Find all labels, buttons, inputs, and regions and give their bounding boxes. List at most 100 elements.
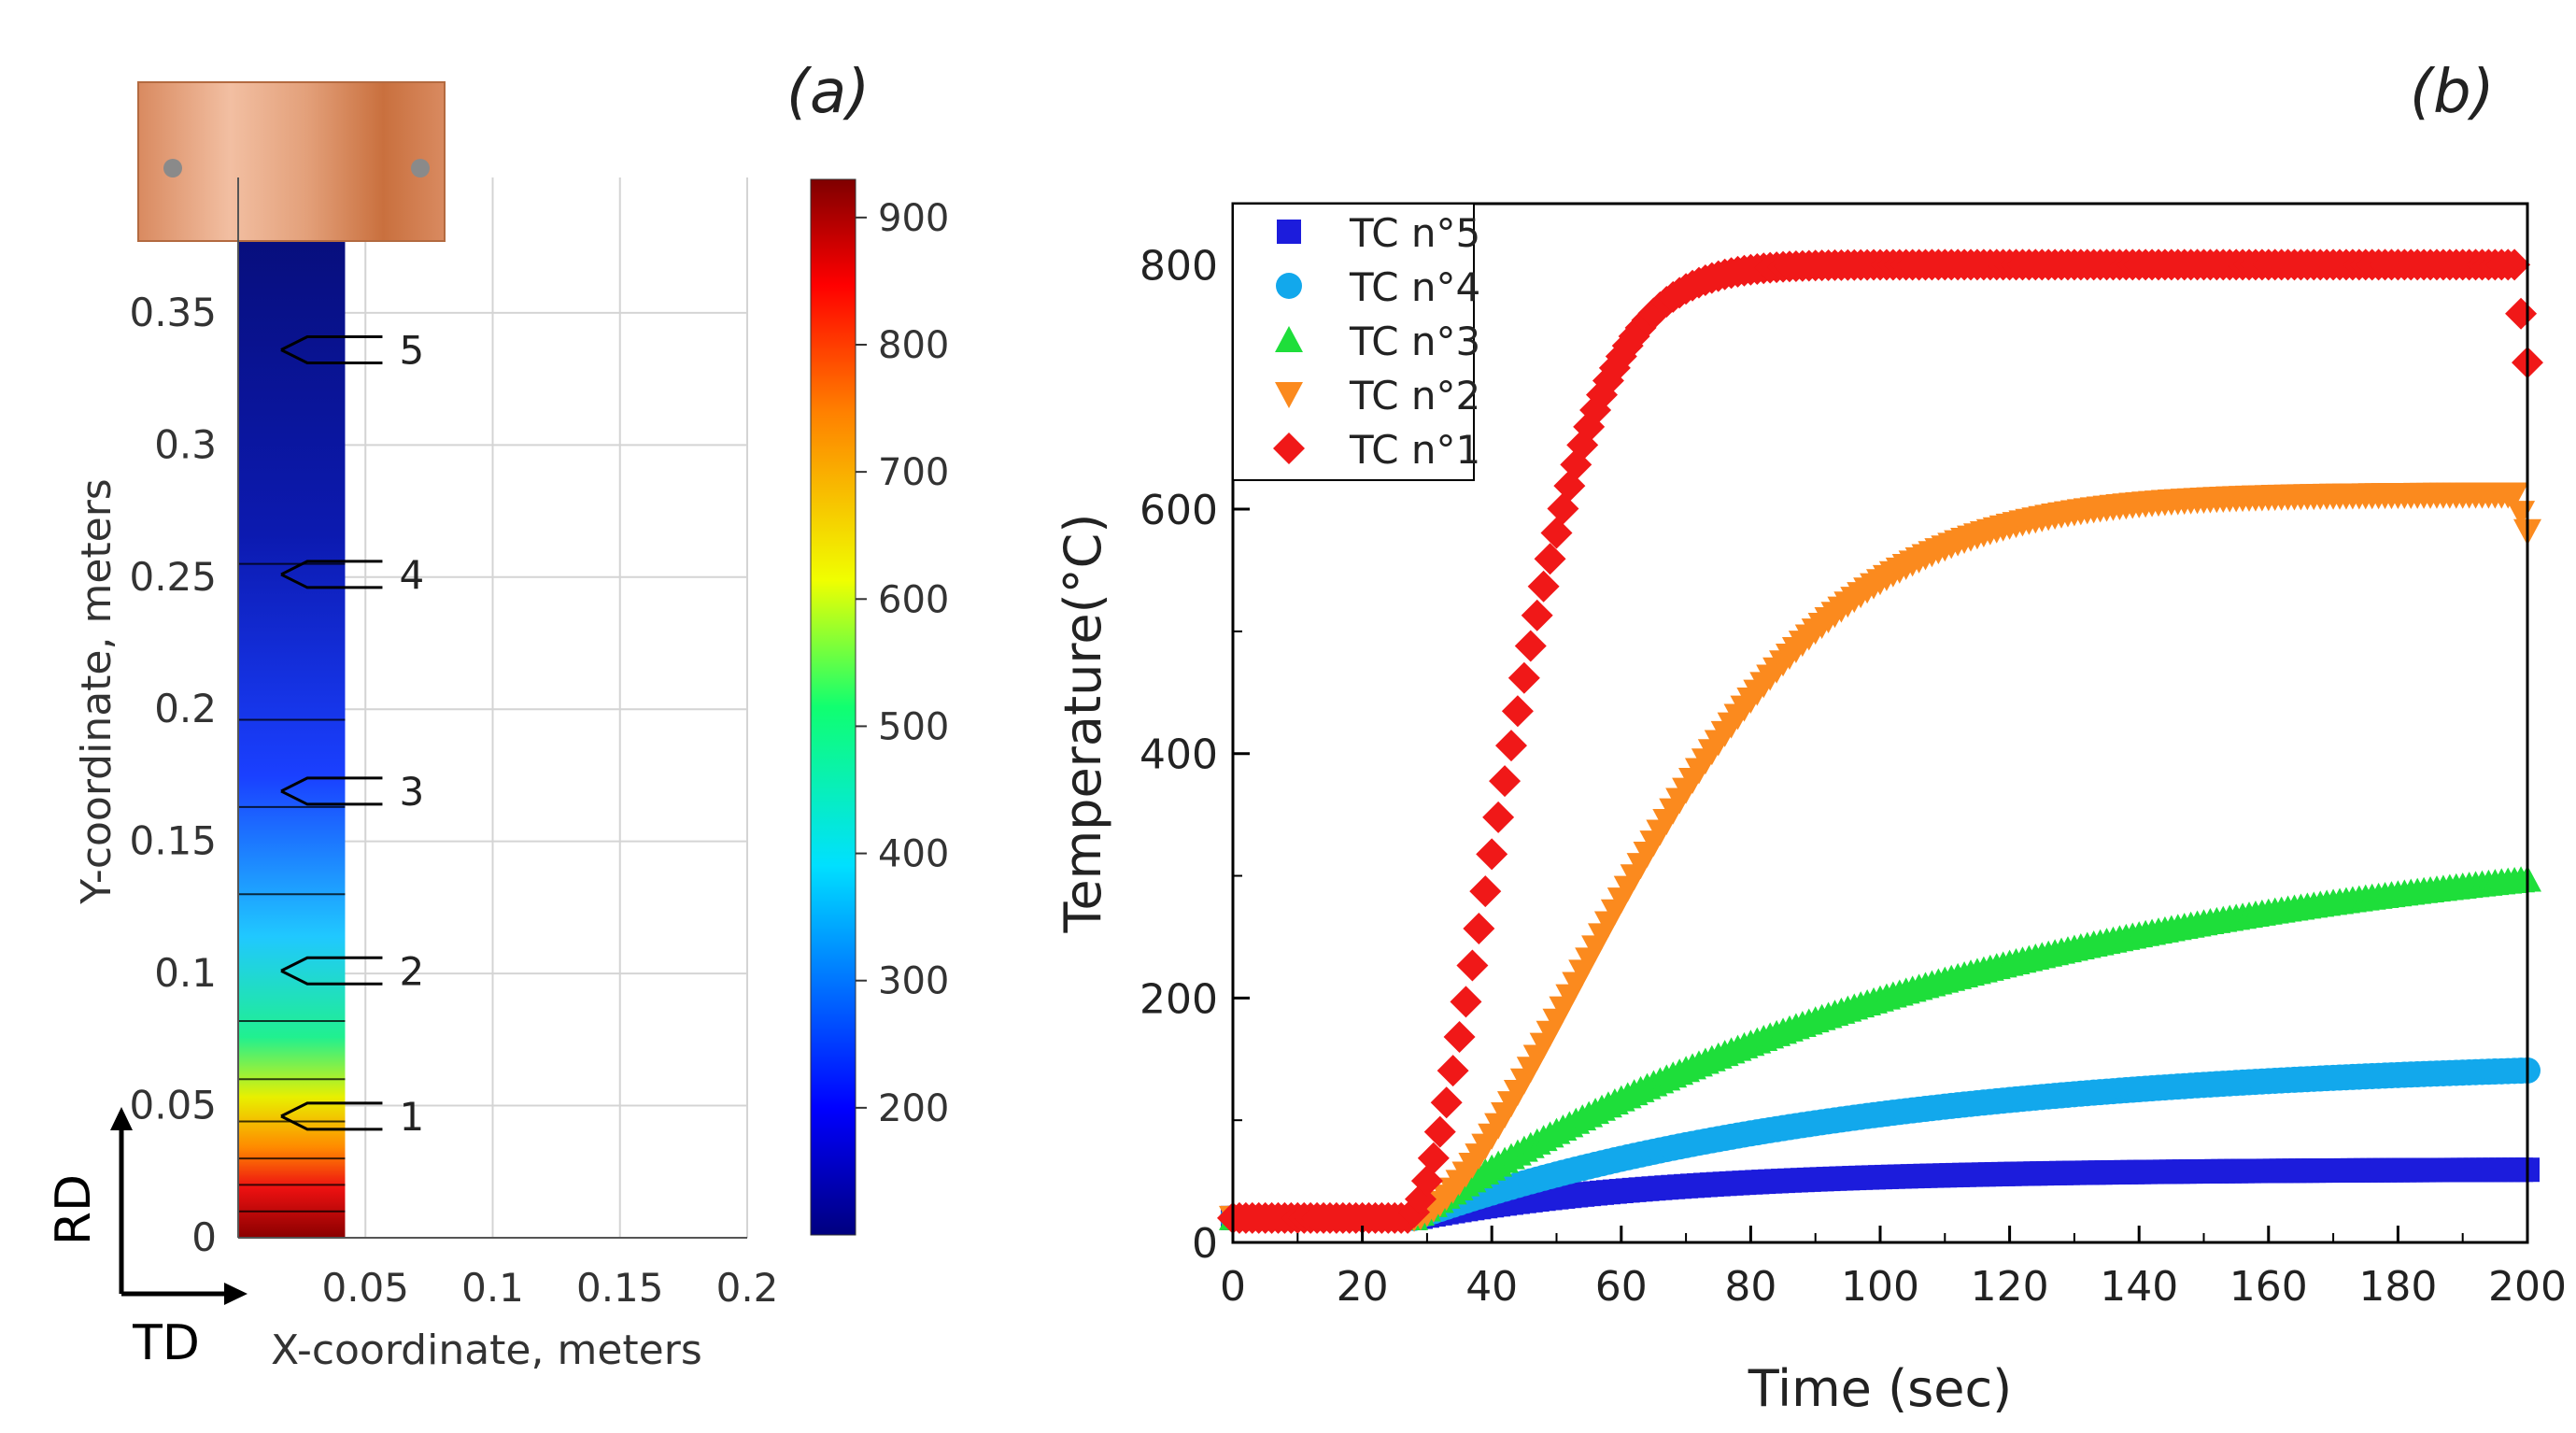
b-y-tick-label: 200 [1139, 975, 1218, 1023]
panel-a-label: (a) [786, 58, 870, 127]
data-point [2498, 248, 2531, 281]
b-x-tick-label: 60 [1595, 1263, 1648, 1311]
a-y-tick-label: 0.1 [154, 950, 217, 996]
b-x-tick-label: 40 [1465, 1263, 1518, 1311]
thermocouple-label: 5 [399, 327, 424, 373]
legend-item: TC n°2 [1275, 373, 1480, 419]
b-x-tick-label: 100 [1841, 1263, 1919, 1311]
legend-marker [1277, 220, 1301, 244]
b-x-tick-label: 80 [1724, 1263, 1776, 1311]
data-point [1456, 949, 1489, 982]
legend-label: TC n°4 [1349, 264, 1480, 310]
thermocouple-label: 2 [399, 948, 424, 994]
thermocouple-label: 3 [399, 769, 424, 815]
colorbar-tick-label: 400 [878, 833, 949, 876]
colorbar-tick-label: 900 [878, 197, 949, 240]
data-point [1540, 517, 1573, 549]
data-point [1410, 1165, 1443, 1198]
panel-b-label: (b) [2410, 58, 2495, 127]
panel-b-scatter: 0 20 40 60 80 100 120 140 160 180 200 0 200 400 600 800… [1054, 202, 2567, 1418]
legend-marker [1273, 433, 1305, 464]
thermocouple-wire [280, 334, 383, 364]
data-point [1489, 765, 1522, 798]
panel-b-xlabel: Time (sec) [1748, 1359, 2013, 1418]
colorbar-tick-label: 500 [878, 705, 949, 748]
a-x-tick-label: 0.2 [716, 1265, 779, 1311]
colorbar [810, 178, 856, 1236]
a-x-tick-label: 0.05 [321, 1265, 409, 1311]
panel-a-xlabel: X-coordinate, meters [271, 1327, 702, 1374]
data-point [1417, 1142, 1450, 1174]
b-x-tick-label: 180 [2358, 1263, 2437, 1311]
b-x-tick-label: 140 [2100, 1263, 2178, 1311]
a-x-tick-label: 0.1 [461, 1265, 524, 1311]
legend-marker [1276, 273, 1302, 299]
panel-a-ylabel: Y-coordinate, meters [73, 478, 120, 904]
a-y-tick-label: 0.3 [154, 421, 217, 467]
legend-label: TC n°3 [1349, 319, 1480, 364]
td-arrow-icon [224, 1283, 248, 1305]
copper-electrode [137, 81, 446, 242]
a-x-tick-label: 0.15 [576, 1265, 664, 1311]
data-point [1482, 801, 1515, 833]
legend-item: TC n°4 [1276, 264, 1480, 310]
data-point [1437, 1055, 1469, 1087]
data-point [1463, 912, 1495, 944]
a-y-tick-label: 0.35 [129, 290, 217, 335]
data-point [1494, 730, 1527, 762]
b-x-tick-label: 120 [1971, 1263, 2049, 1311]
data-point [1507, 661, 1540, 694]
colorbar-tick-label: 200 [878, 1087, 949, 1130]
td-label: TD [132, 1315, 200, 1371]
colorbar-tick-label: 700 [878, 451, 949, 494]
thermocouple-wire [280, 560, 383, 589]
a-y-tick-label: 0 [191, 1214, 217, 1260]
b-y-tick-label: 800 [1139, 242, 1218, 290]
b-x-tick-label: 0 [1220, 1263, 1246, 1311]
data-point [1547, 492, 1579, 525]
colorbar-ticks: 900 800 700 600 500 400 300 200 [856, 197, 949, 1130]
thermocouple-label: 1 [399, 1094, 424, 1140]
data-point [2500, 482, 2529, 509]
legend-marker [1275, 382, 1303, 408]
thermocouple-markers: 1 2 3 4 5 [280, 327, 424, 1140]
thermocouple-wire [280, 776, 383, 806]
a-y-tick-label: 0.25 [129, 554, 217, 600]
rd-td-axes [119, 1121, 234, 1297]
thermocouple-label: 4 [399, 552, 424, 598]
panel-b-ylabel: Temperature(°C) [1054, 514, 1112, 934]
a-y-tick-label: 0.05 [129, 1083, 217, 1128]
b-y-tick-label: 600 [1139, 487, 1218, 534]
legend-box [1232, 203, 1475, 481]
thermocouple-1: 1 [280, 1094, 424, 1140]
legend-item: TC n°1 [1273, 427, 1480, 473]
legend-item: TC n°5 [1277, 210, 1480, 256]
legend: TC n°5 TC n°4 TC n°3 TC n°2 TC n°1 [1232, 203, 1480, 481]
panel-b-ticks: 0 20 40 60 80 100 120 140 160 180 200 0 200 400 600 800 [1139, 242, 2567, 1311]
colorbar-tick-label: 800 [878, 324, 949, 367]
data-point [1476, 838, 1508, 871]
panel-a-axes: 0.05 0.1 0.15 0.2 0 0.05 0.1 0.15 0.2 0.25 0.3 0.35 [129, 177, 778, 1311]
data-point [2505, 297, 2538, 330]
data-point [1501, 695, 1534, 728]
thermocouple-wire [280, 956, 383, 986]
b-y-tick-label: 400 [1139, 731, 1218, 779]
thermocouple-3: 3 [280, 769, 424, 815]
data-point [1534, 543, 1566, 575]
data-point [1450, 986, 1482, 1018]
temperature-strip [238, 234, 346, 1238]
rd-label: RD [46, 1174, 102, 1245]
b-x-tick-label: 160 [2229, 1263, 2308, 1311]
thermocouple-5: 5 [280, 327, 424, 373]
b-x-tick-label: 20 [1337, 1263, 1389, 1311]
rd-arrow-icon [110, 1107, 133, 1130]
b-y-tick-label: 0 [1192, 1220, 1218, 1268]
colorbar-tick-label: 600 [878, 578, 949, 621]
electrode-bolt-left [163, 159, 182, 177]
data-point [1514, 630, 1547, 662]
panel-a-heatmap: 0.05 0.1 0.15 0.2 0 0.05 0.1 0.15 0.2 0.25 0.3 0.35… [46, 81, 949, 1374]
thermocouple-4: 4 [280, 552, 424, 598]
series-marks [1217, 248, 2543, 1234]
legend-label: TC n°5 [1349, 210, 1480, 256]
